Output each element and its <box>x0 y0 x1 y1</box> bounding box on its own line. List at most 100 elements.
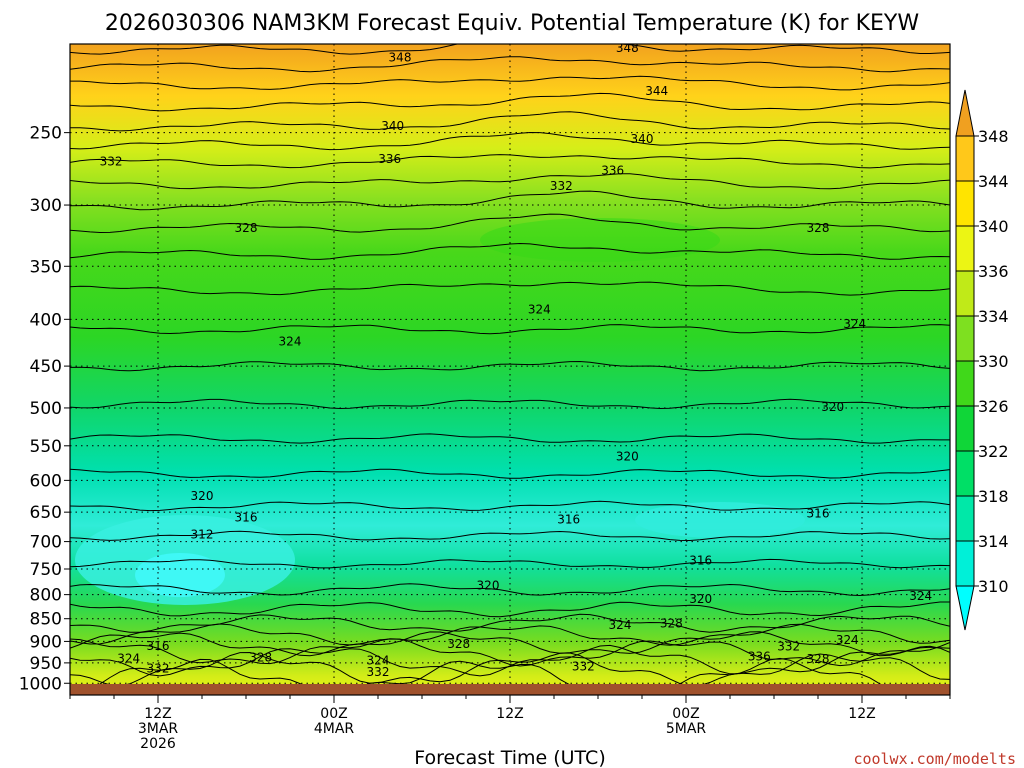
credit-text[interactable]: coolwx.com/modelts <box>853 750 1016 768</box>
y-tick-label: 600 <box>30 471 62 491</box>
contour-label: 328 <box>807 221 830 235</box>
isentrope-contour <box>70 623 950 646</box>
contour-label: 324 <box>609 618 632 632</box>
contour-label: 340 <box>631 132 654 146</box>
y-tick-label: 400 <box>30 310 62 330</box>
colorbar-segment <box>955 135 975 182</box>
contour-label: 328 <box>447 637 470 651</box>
colorbar-label: 336 <box>978 262 1009 281</box>
colorbar-label: 314 <box>978 532 1009 551</box>
contour-label: 336 <box>601 163 624 177</box>
contour-label: 324 <box>843 317 866 331</box>
colorbar: 310 314 318 322 326 330 334 336 340 344 348 <box>955 89 1009 631</box>
contour-label: 332 <box>550 179 573 193</box>
x-tick-label: 4MAR <box>314 721 355 737</box>
colorbar-segment <box>955 495 975 542</box>
y-tick-label: 650 <box>30 503 62 523</box>
contour-label: 344 <box>645 84 668 98</box>
isentrope-contour <box>70 56 950 73</box>
isentrope-contour <box>70 583 950 597</box>
colorbar-label: 318 <box>978 487 1009 506</box>
isentrope-contour <box>70 75 950 91</box>
y-tick-label: 350 <box>30 257 62 277</box>
contour-label: 332 <box>147 661 170 675</box>
colorbar-label: 310 <box>978 577 1009 596</box>
cool-pocket-core <box>135 553 225 597</box>
x-tick-label: 12Z <box>848 706 875 722</box>
y-tick-label: 900 <box>30 632 62 652</box>
y-tick-label: 800 <box>30 586 62 606</box>
contour-label: 320 <box>191 489 214 503</box>
contour-label: 336 <box>378 152 401 166</box>
x-tick-label: 00Z <box>320 706 347 722</box>
ground-surface <box>70 684 950 695</box>
contour-label: 332 <box>100 155 123 169</box>
y-tick-label: 1000 <box>19 674 62 694</box>
isentrope-contour <box>70 44 950 55</box>
contour-label: 324 <box>279 335 302 349</box>
colorbar-segment <box>955 360 975 407</box>
y-tick-label: 950 <box>30 654 62 674</box>
colorbar-segment <box>955 540 975 587</box>
y-tick-label: 500 <box>30 399 62 419</box>
isentrope-contour <box>70 433 950 444</box>
contour-label: 324 <box>528 302 551 316</box>
colorbar-label: 322 <box>978 442 1009 461</box>
colorbar-segment <box>955 450 975 497</box>
colorbar-segment <box>955 270 975 317</box>
y-tick-label: 850 <box>30 610 62 630</box>
colorbar-label: 330 <box>978 352 1009 371</box>
contour-label: 320 <box>821 400 844 414</box>
contour-label: 328 <box>807 652 830 666</box>
colorbar-label: 344 <box>978 172 1009 191</box>
colorbar-segment <box>955 180 975 227</box>
colorbar-segment <box>955 315 975 362</box>
contour-label: 324 <box>909 589 932 603</box>
x-tick-label: 12Z <box>144 706 171 722</box>
contour-label: 332 <box>572 660 595 674</box>
contour-label: 320 <box>689 592 712 606</box>
y-tick-label: 250 <box>30 124 62 144</box>
y-tick-label: 700 <box>30 533 62 553</box>
isentrope-contour <box>70 468 950 479</box>
gridlines <box>70 44 950 695</box>
colorbar-segment <box>955 225 975 272</box>
contour-label: 348 <box>616 41 639 55</box>
y-tick-label: 450 <box>30 357 62 377</box>
contour-label: 324 <box>367 653 390 667</box>
isentrope-contour <box>70 190 950 211</box>
contour-label: 328 <box>660 616 683 630</box>
contour-label: 336 <box>748 650 771 664</box>
y-axis: 2503003504004505005506006507007508008509… <box>19 124 70 694</box>
chart-title: 2026030306 NAM3KM Forecast Equiv. Potent… <box>105 11 919 36</box>
x-tick-label: 12Z <box>496 706 523 722</box>
isentrope-contour <box>70 638 950 667</box>
colorbar-min-arrow <box>955 585 975 631</box>
isentrope-contour <box>70 601 950 618</box>
colorbar-max-arrow <box>955 89 975 137</box>
contour-label: 316 <box>557 512 580 526</box>
y-tick-label: 750 <box>30 560 62 580</box>
contour-label: 316 <box>235 511 258 525</box>
contour-label: 320 <box>616 449 639 463</box>
colorbar-label: 348 <box>978 127 1009 146</box>
contour-label: 316 <box>807 506 830 520</box>
contour-label: 328 <box>235 221 258 235</box>
y-tick-label: 550 <box>30 437 62 457</box>
x-tick-label: 5MAR <box>666 721 707 737</box>
contour-label: 332 <box>777 640 800 654</box>
colorbar-label: 340 <box>978 217 1009 236</box>
contour-label: 320 <box>477 579 500 593</box>
isentrope-contour <box>70 131 950 151</box>
x-axis-label: Forecast Time (UTC) <box>414 747 605 768</box>
cool-pocket-right <box>635 502 805 538</box>
contour-label: 316 <box>147 639 170 653</box>
contour-label: 332 <box>367 665 390 679</box>
contour-label: 328 <box>249 650 272 664</box>
contour-label: 340 <box>381 119 404 133</box>
isentrope-contour <box>70 324 950 335</box>
